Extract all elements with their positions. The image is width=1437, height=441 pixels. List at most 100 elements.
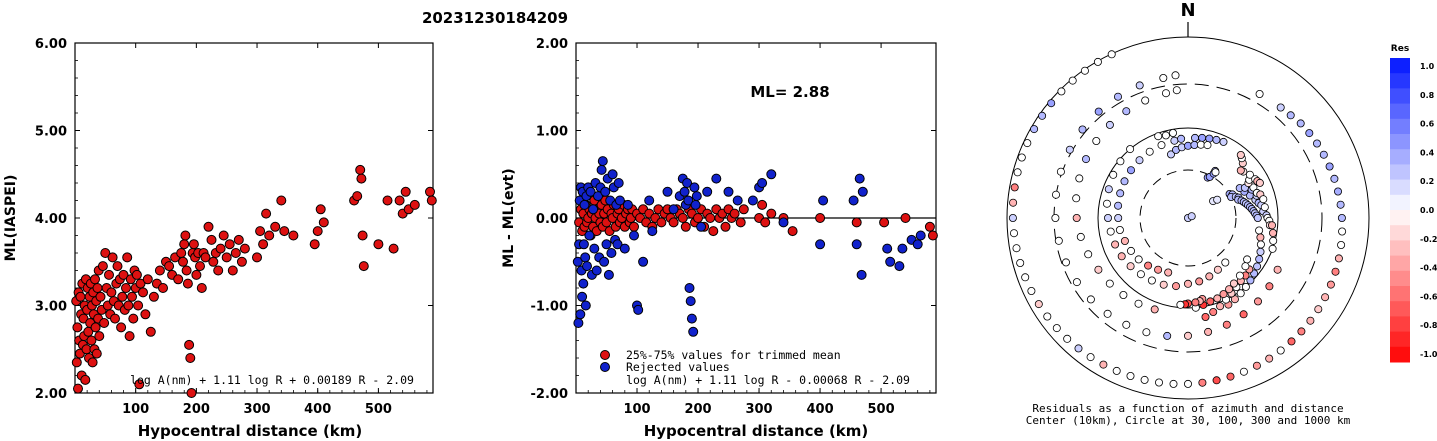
- panel1-point: [142, 274, 153, 285]
- colorbar-block: [1390, 103, 1410, 120]
- panel1-point: [312, 226, 323, 237]
- panel2-point-trimmed: [729, 208, 740, 219]
- polar-point: [1169, 128, 1178, 137]
- panel1-point: [279, 226, 290, 237]
- panel1-point: [179, 239, 190, 250]
- panel1-point: [180, 230, 191, 241]
- polar-point: [1245, 170, 1254, 179]
- panel1-xtick-label: 500: [365, 402, 392, 417]
- panel2-point-rejected: [682, 178, 693, 188]
- panel2-point-rejected: [599, 256, 610, 267]
- colorbar-block: [1390, 179, 1410, 196]
- panel2-point-rejected: [572, 256, 583, 267]
- polar-caption-line2: Center (10km), Circle at 30, 100, 300 an…: [1026, 414, 1351, 427]
- polar-point: [1109, 170, 1118, 179]
- polar-point: [1273, 265, 1282, 274]
- polar-point: [1169, 379, 1178, 388]
- panel2-point-rejected: [778, 217, 789, 228]
- panel1-point: [382, 195, 393, 206]
- panel2-point-trimmed: [680, 221, 691, 232]
- panel1-point: [315, 204, 326, 215]
- panel1-point: [140, 309, 151, 320]
- polar-point: [1074, 344, 1083, 353]
- polar-point: [1255, 226, 1264, 235]
- polar-point: [1338, 227, 1347, 236]
- polar-point: [1213, 265, 1222, 274]
- polar-point: [1213, 195, 1222, 204]
- polar-point: [1296, 119, 1305, 128]
- polar-point: [1334, 187, 1343, 196]
- polar-point: [1078, 125, 1087, 134]
- panel1-point: [227, 265, 238, 276]
- panel1-point: [200, 252, 211, 263]
- polar-point: [1034, 300, 1043, 309]
- panel1-point: [72, 322, 83, 333]
- panel-residual-vs-distance: -2.00 -1.00 0.00 1.00 2.00 100 200 300 400 500 M…: [501, 37, 938, 440]
- panel1-point: [196, 283, 207, 293]
- panel1-ytick-label: 3.00: [35, 300, 67, 315]
- polar-point: [1229, 279, 1238, 288]
- polar-point: [1260, 203, 1269, 212]
- panel1-point: [270, 221, 281, 232]
- panel1-point: [178, 256, 188, 267]
- polar-point: [1103, 199, 1112, 208]
- polar-point: [1205, 134, 1214, 143]
- panel2-point-rejected: [585, 186, 596, 197]
- panel2-point-rejected: [622, 199, 633, 210]
- panel2-point-rejected: [766, 169, 777, 180]
- panel2-point-rejected: [600, 186, 611, 197]
- colorbar-block: [1390, 73, 1410, 89]
- polar-point: [1241, 282, 1250, 291]
- panel1-ytick-label: 6.00: [35, 37, 67, 52]
- panel2-xtick-label: 400: [806, 402, 833, 417]
- panel1-point: [127, 291, 137, 302]
- polar-point: [1068, 76, 1077, 85]
- panel1-point: [425, 186, 435, 197]
- polar-point: [1111, 240, 1120, 249]
- panel2-y-axis-label: ML - ML(evt): [501, 168, 517, 267]
- ring-100km: [1097, 127, 1279, 309]
- colorbar-label: -0.8: [1420, 321, 1437, 330]
- polar-point: [1051, 213, 1060, 222]
- polar-point: [1141, 96, 1150, 105]
- colorbar-block: [1390, 194, 1410, 211]
- polar-point: [1008, 213, 1017, 222]
- polar-point: [1092, 136, 1101, 145]
- panel2-point-rejected: [854, 173, 865, 184]
- colorbar: Res 1.0 0.8 0.6 0.4 0.2 0.0 -0.2 -0.4 -0.6 -0.8 -1…: [1390, 44, 1437, 363]
- panel2-point-rejected: [668, 204, 679, 215]
- panel2-point-trimmed: [879, 217, 890, 228]
- panel1-point: [176, 248, 187, 258]
- panel1-point: [358, 261, 369, 272]
- panel1-point: [309, 239, 320, 250]
- panel1-point: [87, 357, 98, 368]
- polar-point: [1154, 132, 1163, 141]
- polar-point: [1276, 346, 1285, 355]
- panel2-point-rejected: [685, 296, 696, 307]
- panel1-point: [106, 287, 117, 298]
- polar-point: [1167, 150, 1176, 159]
- polar-point: [1286, 111, 1295, 120]
- colorbar-label: -0.6: [1420, 292, 1437, 301]
- polar-point: [1134, 299, 1143, 308]
- colorbar-block: [1390, 225, 1410, 241]
- polar-point: [1225, 285, 1234, 294]
- panel1-y-axis-label: ML(IASPEI): [3, 175, 19, 262]
- polar-point: [1243, 255, 1252, 264]
- polar-point: [1104, 213, 1113, 222]
- panel2-point-rejected: [679, 186, 690, 197]
- panel1-point: [123, 300, 134, 311]
- polar-point: [1198, 133, 1207, 142]
- panel2-point-rejected: [577, 291, 588, 302]
- panel2-point-trimmed: [787, 226, 798, 237]
- polar-point: [1177, 134, 1186, 143]
- panel2-point-rejected: [732, 195, 743, 206]
- panel2-point-rejected: [857, 186, 868, 197]
- panel2-point-trimmed: [656, 217, 667, 228]
- polar-point: [1126, 371, 1135, 380]
- panel2-point-rejected: [723, 186, 734, 197]
- polar-point: [1047, 99, 1056, 108]
- panel1-ytick-label: 2.00: [35, 387, 67, 402]
- polar-point: [1276, 103, 1285, 112]
